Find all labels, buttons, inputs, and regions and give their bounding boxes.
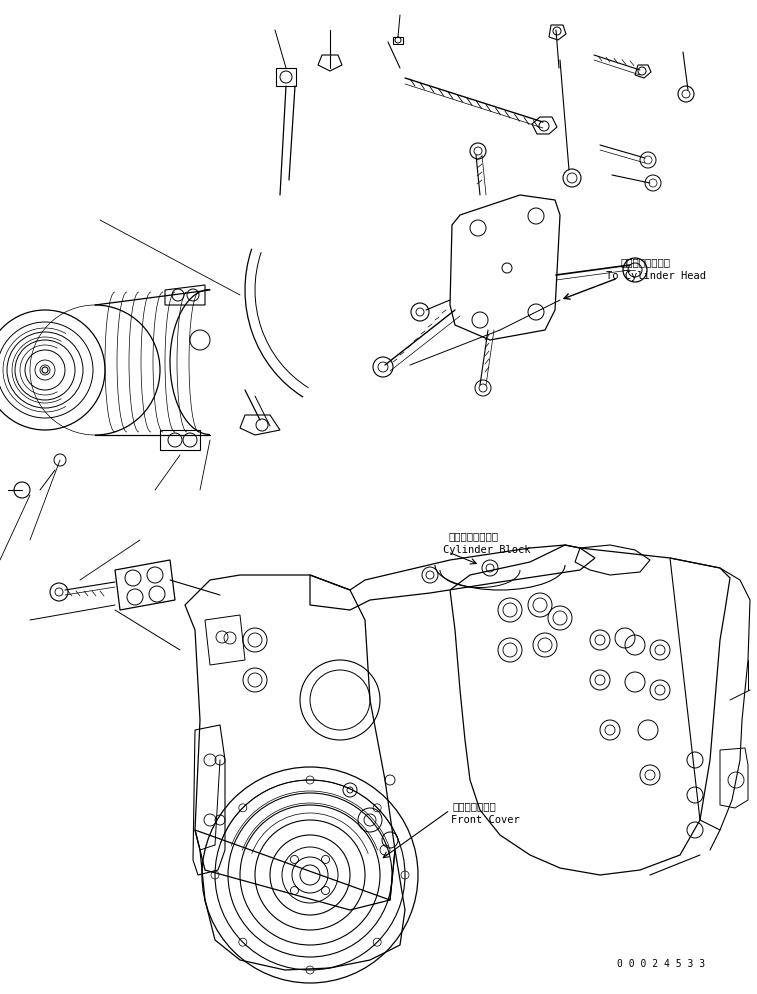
Text: Front Cover: Front Cover <box>451 815 520 825</box>
Text: シリンダブロック: シリンダブロック <box>448 531 498 541</box>
Text: To Cylinder Head: To Cylinder Head <box>606 271 706 281</box>
Circle shape <box>42 367 48 373</box>
Text: フロントカバー: フロントカバー <box>452 801 496 811</box>
Text: Cylinder Block: Cylinder Block <box>443 545 531 555</box>
Text: 0 0 0 2 4 5 3 3: 0 0 0 2 4 5 3 3 <box>617 959 705 969</box>
Text: シリンダヘッドヘ: シリンダヘッドヘ <box>620 257 670 267</box>
